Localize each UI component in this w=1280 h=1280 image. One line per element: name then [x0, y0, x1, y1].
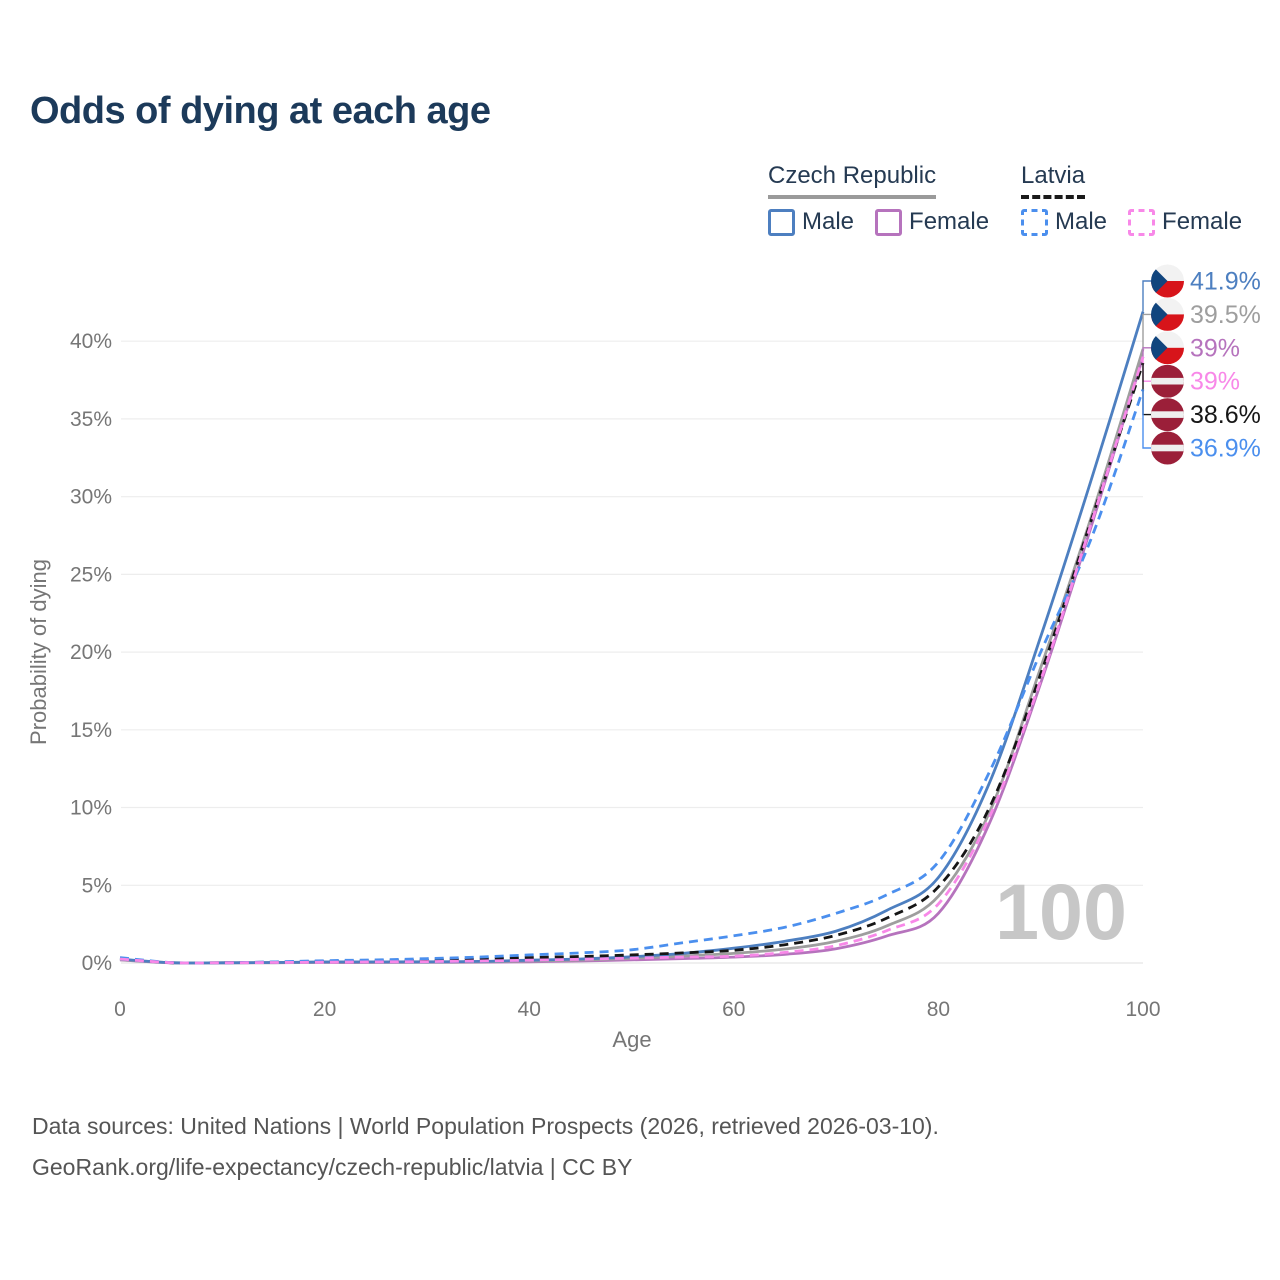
page-title: Odds of dying at each age [30, 90, 491, 132]
x-tick-label: 100 [1125, 998, 1160, 1021]
czech-female-swatch-icon [875, 208, 903, 236]
latvia-female-swatch-icon [1128, 208, 1156, 236]
x-tick-label: 0 [114, 998, 126, 1021]
x-tick-label: 60 [722, 998, 745, 1021]
legend-items-czech-republic: Male Female [768, 208, 989, 236]
series-line-latvia-female[interactable] [119, 356, 1145, 965]
legend-item-latvia-male[interactable]: Male [1021, 208, 1107, 236]
end-value-label-czech-male: 41.9% [1190, 268, 1261, 296]
series-line-latvia-all[interactable] [119, 362, 1145, 965]
y-tick-label: 0% [82, 952, 112, 975]
latvia-flag-icon [1151, 398, 1184, 431]
y-tick-label: 15% [70, 719, 112, 742]
end-value-label-latvia-male: 36.9% [1190, 435, 1261, 463]
czech-flag-icon [1151, 331, 1184, 364]
series-layer [119, 311, 1145, 965]
y-tick-label: 40% [70, 330, 112, 353]
czech-flag-icon [1151, 265, 1184, 298]
leader-line-czech-female [1142, 347, 1151, 357]
leader-line-czech-male [1142, 280, 1151, 312]
end-value-label-latvia-all: 38.6% [1190, 401, 1261, 429]
latvia-flag-icon [1151, 432, 1184, 465]
legend-item-label: Male [1055, 208, 1108, 235]
leader-line-latvia-all [1142, 363, 1151, 416]
legend-item-label: Female [1162, 208, 1243, 235]
y-axis-title: Probability of dying [26, 559, 51, 745]
series-line-latvia-male[interactable] [119, 388, 1145, 965]
end-value-label-czech-female: 39% [1190, 334, 1240, 362]
grid-layer [121, 340, 1143, 964]
legend-group-czech-republic: Czech Republic Male Female [768, 162, 989, 236]
czech-flag-icon [1151, 298, 1184, 331]
series-line-czech-male[interactable] [119, 311, 1145, 965]
y-tick-label: 35% [70, 408, 112, 431]
legend-item-label: Female [909, 208, 990, 235]
attribution-line: GeoRank.org/life-expectancy/czech-republ… [32, 1154, 633, 1180]
footer: Data sources: United Nations | World Pop… [32, 1106, 939, 1188]
y-tick-label: 5% [82, 874, 112, 897]
leader-line-latvia-female [1142, 356, 1151, 382]
legend-header-latvia[interactable]: Latvia [1021, 162, 1086, 199]
legend-item-latvia-female[interactable]: Female [1128, 208, 1242, 236]
series-line-czech-female[interactable] [119, 356, 1145, 965]
x-tick-label: 80 [927, 998, 950, 1021]
leader-line-latvia-male [1142, 389, 1151, 449]
latvia-male-swatch-icon [1021, 208, 1048, 236]
leader-line-czech-all [1142, 313, 1151, 349]
series-line-czech-all[interactable] [119, 348, 1145, 965]
czech-male-swatch-icon [768, 208, 795, 236]
end-labels-layer: 41.9% 39.5% 39% 39% 38.6% 36.9% [1142, 265, 1261, 465]
legend-item-czech-male[interactable]: Male [768, 208, 854, 236]
x-tick-label: 40 [518, 998, 541, 1021]
end-value-label-latvia-female: 39% [1190, 368, 1240, 396]
x-tick-label: 20 [313, 998, 336, 1021]
legend-item-czech-female[interactable]: Female [875, 208, 989, 236]
end-value-label-czech-all: 39.5% [1190, 301, 1261, 329]
y-tick-label: 10% [70, 797, 112, 820]
legend-items-latvia: Male Female [1021, 208, 1242, 236]
legend-group-latvia: Latvia Male Female [1021, 162, 1242, 236]
x-axis-title: Age [612, 1027, 651, 1052]
latvia-flag-icon [1151, 365, 1184, 398]
y-tick-label: 20% [70, 641, 112, 664]
axis-layer: 0% 5% 10% 15% 20% 25% 30% 35% 40% 0 20 40 60 80 100 Age… [26, 330, 1161, 1052]
y-tick-label: 30% [70, 486, 112, 509]
age-watermark: 100 [995, 867, 1127, 956]
legend-item-label: Male [802, 208, 855, 235]
legend-header-czech-republic[interactable]: Czech Republic [768, 162, 937, 199]
y-tick-label: 25% [70, 563, 112, 586]
data-sources-line: Data sources: United Nations | World Pop… [32, 1113, 939, 1139]
